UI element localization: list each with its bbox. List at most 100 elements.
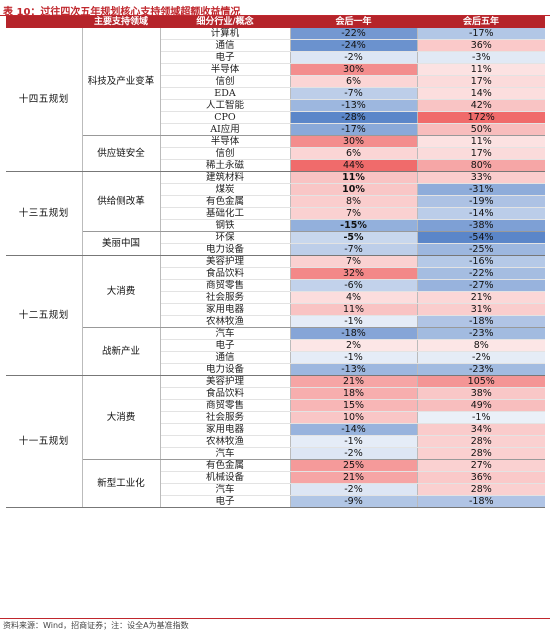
sub-industry-cell: 电力设备 — [160, 363, 291, 376]
y5-value-cell: 17% — [417, 75, 545, 88]
y1-value-cell: -22% — [290, 28, 418, 40]
y5-value-cell: 21% — [417, 291, 545, 304]
table-row: 社会服务 4% 21% — [6, 291, 545, 304]
table-row: 商贸零售 -6% -27% — [6, 279, 545, 292]
y5-value-cell: -38% — [417, 219, 545, 232]
table-row: 信创 6% 17% — [6, 147, 545, 160]
y5-value-cell: 28% — [417, 447, 545, 460]
domain-cell: 大消费 — [82, 375, 161, 460]
y1-value-cell: -17% — [290, 123, 418, 136]
y1-value-cell: 7% — [290, 255, 418, 268]
y1-value-cell: -15% — [290, 219, 418, 232]
sub-industry-cell: 美容护理 — [160, 255, 291, 268]
y1-value-cell: -28% — [290, 111, 418, 124]
sub-industry-cell: 半导体 — [160, 63, 291, 76]
domain-cell: 供给侧改革 — [82, 171, 161, 232]
y5-value-cell: -17% — [417, 28, 545, 40]
plan-cell: 十四五规划 — [6, 28, 83, 172]
table-row: 汽车 -2% 28% — [6, 447, 545, 460]
domain-cell: 科技及产业变革 — [82, 28, 161, 136]
sub-industry-cell: 电子 — [160, 339, 291, 352]
y5-value-cell: 8% — [417, 339, 545, 352]
y5-value-cell: -18% — [417, 315, 545, 328]
table-row: 社会服务 10% -1% — [6, 411, 545, 424]
header-sub: 细分行业/概念 — [160, 16, 290, 28]
y5-value-cell: 36% — [417, 471, 545, 484]
y1-value-cell: 30% — [290, 135, 418, 148]
sub-industry-cell: 社会服务 — [160, 411, 291, 424]
y5-value-cell: 172% — [417, 111, 545, 124]
sub-industry-cell: 电子 — [160, 495, 291, 508]
table-row: 电子 -9% -18% — [6, 495, 545, 508]
y1-value-cell: 32% — [290, 267, 418, 280]
plan-cell: 十二五规划 — [6, 255, 83, 376]
sub-industry-cell: 煤炭 — [160, 183, 291, 196]
table-row: 基础化工 7% -14% — [6, 207, 545, 220]
y5-value-cell: -54% — [417, 231, 545, 244]
table-row: CPO -28% 172% — [6, 111, 545, 124]
y1-value-cell: 44% — [290, 159, 418, 172]
sub-industry-cell: 商贸零售 — [160, 399, 291, 412]
y5-value-cell: -19% — [417, 195, 545, 208]
y1-value-cell: -2% — [290, 51, 418, 64]
y5-value-cell: 28% — [417, 483, 545, 496]
table-row: 稀土永磁 44% 80% — [6, 159, 545, 172]
y5-value-cell: 34% — [417, 423, 545, 436]
table-row: 十三五规划 供给侧改革 建筑材料 11% 33% — [6, 171, 545, 256]
header-y5: 会后五年 — [417, 16, 545, 28]
y1-value-cell: 4% — [290, 291, 418, 304]
y5-value-cell: -22% — [417, 267, 545, 280]
y5-value-cell: -25% — [417, 243, 545, 256]
sub-industry-cell: 食品饮料 — [160, 267, 291, 280]
sub-industry-cell: 半导体 — [160, 135, 291, 148]
y1-value-cell: 21% — [290, 471, 418, 484]
sub-industry-cell: 机械设备 — [160, 471, 291, 484]
y1-value-cell: 25% — [290, 459, 418, 472]
excess-return-table: 主要支持领域 细分行业/概念 会后一年 会后五年 十四五规划 科技及产业变革 计算机… — [6, 16, 545, 508]
sub-industry-cell: 农林牧渔 — [160, 315, 291, 328]
y1-value-cell: -7% — [290, 87, 418, 100]
domain-cell: 战新产业 — [82, 327, 161, 376]
sub-industry-cell: 农林牧渔 — [160, 435, 291, 448]
y1-value-cell: 21% — [290, 375, 418, 388]
header-row: 主要支持领域 细分行业/概念 会后一年 会后五年 — [6, 16, 545, 28]
sub-industry-cell: 社会服务 — [160, 291, 291, 304]
table-row: 十一五规划 大消费 美容护理 21% 105% — [6, 375, 545, 508]
table-row: 通信 -24% 36% — [6, 39, 545, 52]
sub-industry-cell: 通信 — [160, 39, 291, 52]
sub-industry-cell: 汽车 — [160, 483, 291, 496]
y5-value-cell: -3% — [417, 51, 545, 64]
domain-cell: 新型工业化 — [82, 459, 161, 508]
y1-value-cell: -13% — [290, 99, 418, 112]
y1-value-cell: 6% — [290, 147, 418, 160]
plan-cell: 十一五规划 — [6, 375, 83, 508]
y5-value-cell: 105% — [417, 375, 545, 388]
y1-value-cell: -14% — [290, 423, 418, 436]
sub-industry-cell: 环保 — [160, 231, 291, 244]
sub-industry-cell: 通信 — [160, 351, 291, 364]
table-row: EDA -7% 14% — [6, 87, 545, 100]
table-row: 煤炭 10% -31% — [6, 183, 545, 196]
table-row: 信创 6% 17% — [6, 75, 545, 88]
y1-value-cell: 2% — [290, 339, 418, 352]
y5-value-cell: 31% — [417, 303, 545, 316]
y5-value-cell: 11% — [417, 135, 545, 148]
sub-industry-cell: 信创 — [160, 75, 291, 88]
sub-industry-cell: 人工智能 — [160, 99, 291, 112]
y5-value-cell: 11% — [417, 63, 545, 76]
sub-industry-cell: 食品饮料 — [160, 387, 291, 400]
title-rule — [0, 15, 550, 16]
header-plan — [6, 16, 82, 28]
sub-industry-cell: 电子 — [160, 51, 291, 64]
y1-value-cell: 18% — [290, 387, 418, 400]
y1-value-cell: -9% — [290, 495, 418, 508]
y5-value-cell: 49% — [417, 399, 545, 412]
domain-cell: 美丽中国 — [82, 231, 161, 256]
y5-value-cell: -23% — [417, 363, 545, 376]
table-row: 供应链安全 半导体 30% 11% — [6, 135, 545, 172]
y5-value-cell: -23% — [417, 327, 545, 340]
sub-industry-cell: CPO — [160, 111, 291, 124]
sub-industry-cell: EDA — [160, 87, 291, 100]
y1-value-cell: 8% — [290, 195, 418, 208]
y5-value-cell: -1% — [417, 411, 545, 424]
